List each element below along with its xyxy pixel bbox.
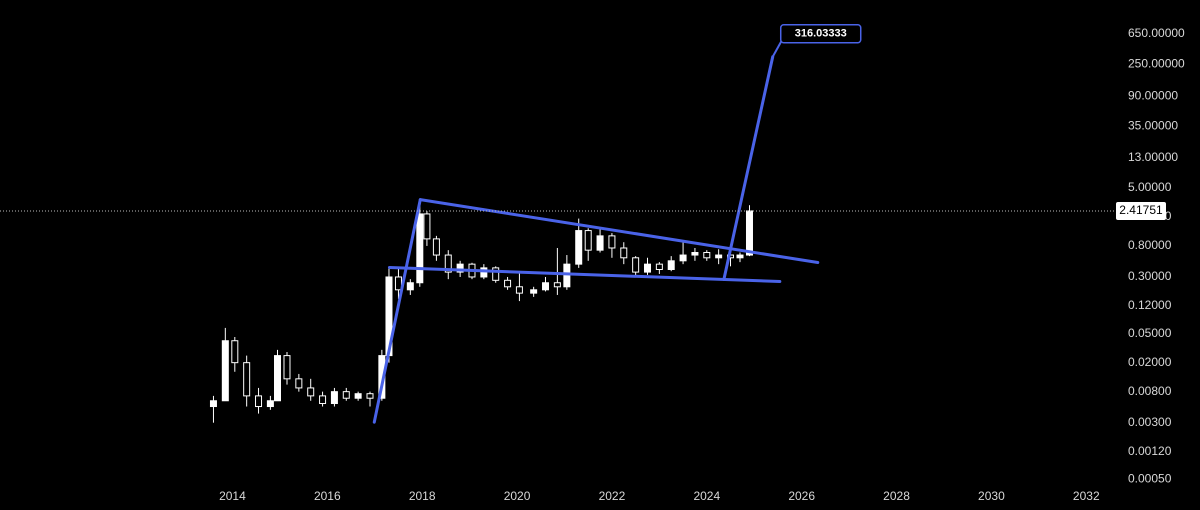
candle-body	[620, 247, 628, 259]
trend-line	[387, 265, 782, 284]
candle-body	[736, 254, 744, 259]
x-tick-label: 2020	[504, 489, 531, 503]
y-tick-label: 5.00000	[1128, 180, 1172, 194]
candle-body	[366, 393, 374, 399]
candle-body	[354, 393, 362, 399]
y-tick-label: 0.00120	[1128, 444, 1172, 458]
x-tick-label: 2022	[599, 489, 626, 503]
candle-body	[416, 213, 424, 284]
y-tick-label: 13.00000	[1128, 150, 1178, 164]
candle-body	[342, 391, 350, 399]
candle-body	[432, 238, 440, 256]
candle-body	[563, 263, 571, 288]
candle-body	[330, 391, 338, 405]
x-tick-label: 2032	[1073, 489, 1100, 503]
candle-body	[231, 340, 239, 364]
candle-body	[283, 355, 291, 380]
candle-body	[221, 340, 229, 402]
candle-body	[504, 279, 512, 288]
candle-body	[542, 282, 550, 291]
y-tick-label: 35.00000	[1128, 119, 1178, 133]
candle-body	[456, 263, 464, 273]
y-tick-label: 250.00000	[1128, 56, 1185, 70]
candle-body	[209, 400, 217, 408]
candle-body	[530, 289, 538, 294]
annotation-box	[779, 24, 862, 44]
last-price-tag	[1116, 201, 1166, 220]
annotation-text: 316.03333	[795, 28, 847, 40]
candle-body	[655, 263, 663, 270]
candle-body	[745, 210, 753, 256]
x-tick-label: 2018	[409, 489, 436, 503]
candle-body	[632, 257, 640, 273]
candle-body	[266, 400, 274, 408]
candle-body	[515, 286, 523, 294]
candle-body	[584, 230, 592, 251]
trend-line	[372, 198, 422, 424]
candle-body	[667, 260, 675, 270]
y-tick-label: 0.30000	[1128, 269, 1172, 283]
candle-body	[691, 252, 699, 256]
candle-body	[679, 254, 687, 262]
x-tick-label: 2030	[978, 489, 1005, 503]
y-tick-label: 0.80000	[1128, 238, 1172, 252]
candle-body	[295, 378, 303, 389]
last-price-label: 2.41751	[1119, 203, 1163, 217]
candle-body	[444, 254, 452, 273]
y-tick-label: 0.00300	[1128, 415, 1172, 429]
candle-body	[274, 355, 281, 402]
candle-body	[307, 387, 315, 397]
trend-line	[722, 55, 775, 281]
candle-body	[255, 395, 263, 408]
y-tick-label: 0.12000	[1128, 298, 1172, 312]
candle-body	[423, 213, 431, 240]
candle-body	[703, 252, 711, 259]
x-tick-label: 2024	[693, 489, 720, 503]
x-tick-label: 2026	[788, 489, 815, 503]
candle-body	[644, 263, 651, 273]
candle-body	[492, 267, 500, 281]
y-tick-label: 650.00000	[1128, 26, 1185, 40]
y-tick-label: 0.00800	[1128, 384, 1172, 398]
y-tick-label: 0.00050	[1128, 472, 1172, 486]
y-tick-label: 0.05000	[1128, 326, 1172, 340]
candle-body	[608, 235, 616, 249]
candle-body	[596, 235, 604, 251]
y-tick-label: 0.02000	[1128, 355, 1172, 369]
candle-body	[406, 282, 414, 291]
y-tick-label: 90.00000	[1128, 89, 1178, 103]
candle-body	[575, 230, 583, 265]
candle-body	[319, 395, 327, 405]
candle-body	[243, 362, 251, 397]
x-tick-label: 2028	[883, 489, 910, 503]
x-tick-label: 2014	[219, 489, 246, 503]
trend-line	[418, 198, 820, 265]
candle-body	[553, 282, 561, 288]
x-tick-label: 2016	[314, 489, 341, 503]
candle-body	[715, 254, 723, 259]
